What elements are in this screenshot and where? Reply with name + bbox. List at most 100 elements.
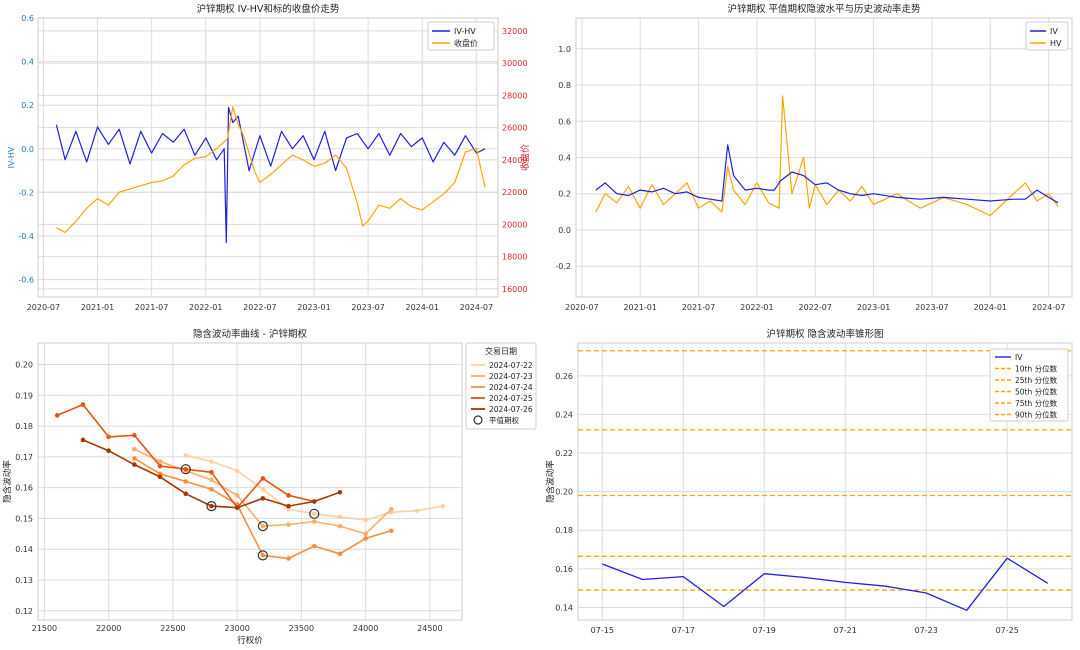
series-line-hv xyxy=(595,95,1059,217)
x-tick-label: 2024-01 xyxy=(406,303,439,312)
y-tick-label-right: 18000 xyxy=(502,253,527,262)
y-tick-label: 0.18 xyxy=(15,422,33,431)
data-point xyxy=(337,514,343,520)
data-point xyxy=(54,413,60,418)
y-tick-label-right: 22000 xyxy=(502,188,527,197)
data-point xyxy=(80,437,86,443)
y-tick-label-left: 0.4 xyxy=(21,58,34,67)
legend-label: 2024-07-25 xyxy=(489,394,533,403)
data-point xyxy=(183,453,189,458)
data-point xyxy=(389,528,394,534)
y-axis-label: 隐含波动率 xyxy=(545,460,556,503)
y-tick-label-left: 0.2 xyxy=(21,101,34,110)
data-point xyxy=(209,486,214,492)
legend-box xyxy=(1025,21,1069,51)
x-tick-label: 07-15 xyxy=(591,626,614,635)
chart-vol-cone: 07-15 07-17 07-19 07-21 07-23 07-25 0.14 0.16 0.… xyxy=(540,323,1080,646)
x-tick-label: 2023-01 xyxy=(297,303,330,312)
x-tick-label: 2020-07 xyxy=(565,303,598,312)
legend-label: 25th 分位数 xyxy=(1015,375,1058,385)
legend-label: 10th 分位数 xyxy=(1015,364,1058,374)
legend-label: 90th 分位数 xyxy=(1015,410,1058,420)
x-tick-label: 23000 xyxy=(224,624,249,633)
y-tick-label: 0.14 xyxy=(15,545,33,554)
data-point xyxy=(106,434,111,440)
y-tick-label-left: 0.6 xyxy=(21,14,34,23)
y-tick-label: 0.13 xyxy=(15,576,33,585)
x-tick-label: 07-19 xyxy=(753,626,776,635)
data-point xyxy=(311,511,317,517)
chart-title: 沪锌期权 平值期权隐波水平与历史波动率走势 xyxy=(727,3,921,15)
legend-label: 2024-07-24 xyxy=(489,383,533,392)
data-point xyxy=(234,505,240,510)
y-tick-label: 0.6 xyxy=(558,117,571,126)
x-tick-label: 2021-07 xyxy=(682,303,715,312)
atm-marker xyxy=(257,550,268,561)
data-point xyxy=(260,553,266,558)
y-tick-label-right: 30000 xyxy=(502,59,527,68)
chart-atm-iv-hv: 2020-07 2021-01 2021-07 2022-01 2022-07 2023-… xyxy=(540,0,1080,323)
data-point xyxy=(260,523,266,529)
data-point xyxy=(311,499,317,504)
data-point xyxy=(157,459,163,464)
series-line-iv-hv xyxy=(55,106,486,244)
data-point xyxy=(286,493,291,498)
y-tick-label: 0.15 xyxy=(15,514,33,523)
data-point xyxy=(363,517,368,523)
legend-label: 50th 分位数 xyxy=(1015,387,1058,397)
y-tick-label: 0.4 xyxy=(558,154,571,163)
data-point xyxy=(286,503,291,509)
x-tick-label: 2022-01 xyxy=(740,303,773,312)
data-point xyxy=(209,469,214,475)
data-point xyxy=(80,402,86,407)
data-point xyxy=(234,493,240,498)
x-tick-label: 2022-01 xyxy=(189,303,222,312)
y-tick-label-right: 24000 xyxy=(502,156,527,165)
chart-svg-atm-iv-hv: 2020-07 2021-01 2021-07 2022-01 2022-07 2023-… xyxy=(555,3,1073,312)
y-tick-label-left: -0.4 xyxy=(18,232,34,241)
x-tick-label: 24500 xyxy=(417,624,442,633)
x-tick-label: 2023-01 xyxy=(857,303,890,312)
data-point xyxy=(183,491,189,497)
data-point xyxy=(106,448,111,454)
x-tick-label: 24000 xyxy=(353,624,378,633)
data-point xyxy=(414,508,420,514)
x-axis-label: 行权价 xyxy=(237,635,263,646)
plot-frame xyxy=(37,342,463,621)
x-tick-label: 2024-01 xyxy=(974,303,1007,312)
data-point xyxy=(157,474,163,480)
y-tick-label: 0.17 xyxy=(15,453,33,462)
x-tick-label: 07-23 xyxy=(915,626,938,635)
x-tick-label: 2023-07 xyxy=(915,303,948,312)
y-tick-label: 0.2 xyxy=(558,190,571,199)
atm-marker xyxy=(257,521,268,532)
chart-svg-vol-smile: 21500 22000 22500 23000 23500 24000 24500 0.12 0… xyxy=(2,328,537,646)
data-point xyxy=(209,459,214,464)
y-tick-label: 0.20 xyxy=(555,488,573,497)
data-point xyxy=(209,503,214,509)
plot-frame xyxy=(37,17,499,298)
y-tick-label: 0.26 xyxy=(555,372,573,381)
data-point xyxy=(389,506,394,512)
data-point xyxy=(286,556,291,561)
data-point xyxy=(132,433,137,438)
data-point xyxy=(132,456,137,461)
chart-vol-smile: 21500 22000 22500 23000 23500 24000 24500 0.12 0… xyxy=(0,323,540,646)
y-tick-label: 0.22 xyxy=(555,449,573,458)
chart-title: 沪锌期权 IV-HV和标的收盘价走势 xyxy=(197,3,340,15)
x-tick-label: 07-25 xyxy=(996,626,1019,635)
x-tick-label: 22500 xyxy=(160,624,185,633)
y-tick-label: 0.14 xyxy=(555,603,573,612)
atm-marker xyxy=(180,464,191,475)
x-tick-label: 07-21 xyxy=(834,626,857,635)
x-tick-label: 07-17 xyxy=(672,626,695,635)
x-tick-label: 2021-07 xyxy=(135,303,168,312)
data-point xyxy=(234,468,240,474)
chart-title: 沪锌期权 隐含波动率锥形图 xyxy=(766,328,883,340)
data-point xyxy=(311,543,317,549)
x-tick-label: 2024-07 xyxy=(460,303,493,312)
series-line-iv xyxy=(595,144,1059,204)
y-tick-label-left: -0.2 xyxy=(18,188,34,197)
chart-svg-vol-cone: 07-15 07-17 07-19 07-21 07-23 07-25 0.14 0.16 0.… xyxy=(545,328,1073,635)
y2-axis-label: 收盘价 xyxy=(519,144,531,171)
